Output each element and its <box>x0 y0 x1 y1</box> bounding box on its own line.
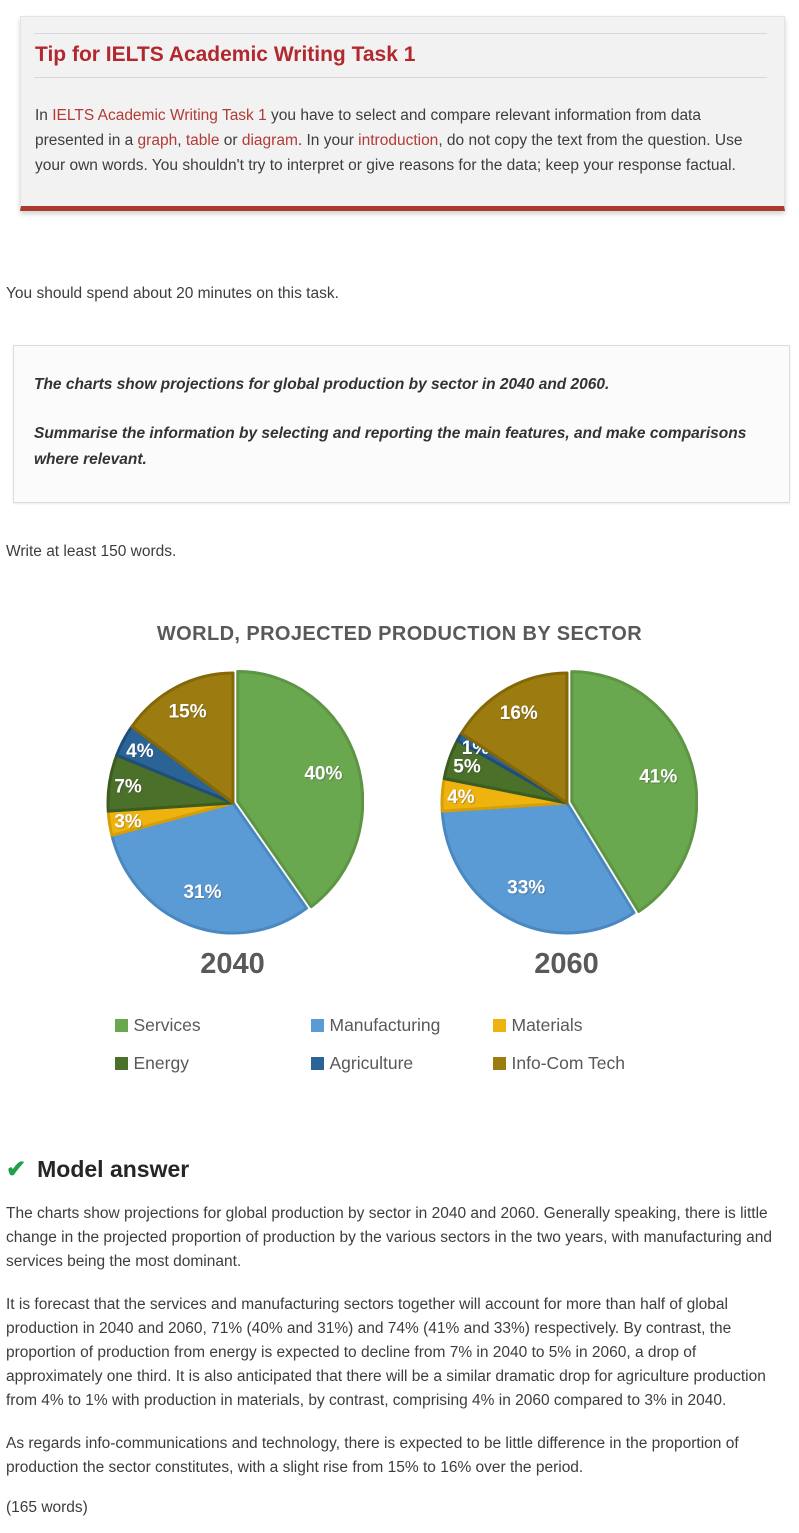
model-answer-heading-text: Model answer <box>37 1156 190 1183</box>
pie-slice-info-com-tech <box>129 671 234 805</box>
pie-slice-manufacturing <box>440 801 635 935</box>
tip-paragraph: In IELTS Academic Writing Task 1 you hav… <box>35 104 765 178</box>
pie-data-label: 16% <box>499 703 537 724</box>
pie-slice-services <box>569 670 698 913</box>
legend-item-info-com-tech: Info-Com Tech <box>492 1053 685 1074</box>
pie-data-label: 15% <box>168 701 206 722</box>
tip-link[interactable]: diagram <box>241 131 298 149</box>
legend-label: Services <box>133 1015 201 1036</box>
pie-year-label-2060: 2060 <box>534 948 599 981</box>
legend-item-agriculture: Agriculture <box>310 1053 493 1074</box>
legend-swatch-icon <box>114 1019 128 1033</box>
legend-label: Info-Com Tech <box>511 1053 625 1074</box>
chart-title: WORLD, PROJECTED PRODUCTION BY SECTOR <box>156 623 643 646</box>
tip-text: you have to select and compare relevant … <box>35 107 701 149</box>
pie-chart-figure: WORLD, PROJECTED PRODUCTION BY SECTOR 40… <box>0 623 799 1074</box>
model-answer-heading: ✔ Model answer <box>6 1156 791 1183</box>
legend-label: Agriculture <box>329 1053 414 1074</box>
model-answer-paragraph: It is forecast that the services and man… <box>6 1296 766 1410</box>
pie-data-label: 40% <box>304 764 342 785</box>
model-answer-section: ✔ Model answer The charts show projectio… <box>6 1156 791 1517</box>
tip-link[interactable]: IELTS Academic Writing Task 1 <box>52 107 267 124</box>
pie-slice-info-com-tech <box>459 671 568 805</box>
legend-swatch-icon <box>492 1057 506 1071</box>
pie-slice-manufacturing <box>109 801 308 935</box>
tip-box-title: Tip for IELTS Academic Writing Task 1 <box>35 43 416 66</box>
chart-legend: Services Manufacturing Materials Energy Agri… <box>0 1015 799 1074</box>
tip-link[interactable]: introduction <box>358 131 439 149</box>
word-count: (165 words) <box>6 1499 88 1517</box>
legend-swatch-icon <box>492 1019 506 1033</box>
pie-data-label: 7% <box>114 777 142 798</box>
time-note: You should spend about 20 minutes on thi… <box>6 285 339 303</box>
legend-item-energy: Energy <box>114 1053 311 1074</box>
tip-text: , <box>177 131 186 149</box>
divider <box>34 77 767 78</box>
tip-link[interactable]: table <box>185 131 220 149</box>
task-prompt-line-2: Summarise the information by selecting a… <box>34 424 747 468</box>
legend-swatch-icon <box>310 1057 324 1071</box>
pie-data-label: 31% <box>183 882 221 903</box>
pie-data-label: 33% <box>507 877 545 898</box>
task-prompt-box: The charts show projections for global p… <box>13 345 790 504</box>
pies-row: 40% 31% 3% 7% 4% 15% 2040 41% 33% 4% 5% 1% 16% 206… <box>0 668 799 981</box>
tip-text: In <box>35 107 53 124</box>
tip-box: Tip for IELTS Academic Writing Task 1 In… <box>20 16 785 212</box>
pie-chart-2060: 41%33%4%5%1%16% <box>440 670 698 935</box>
pie-data-label: 4% <box>447 787 475 808</box>
pie-chart-2040: 40% 31% 3% 7% 4% 15% <box>106 670 364 935</box>
legend-label: Energy <box>133 1053 189 1074</box>
pie-block-2060: 41% 33% 4% 5% 1% 16% 2060 <box>436 668 698 981</box>
legend-item-materials: Materials <box>492 1015 685 1036</box>
model-answer-body: The charts show projections for global p… <box>6 1202 791 1480</box>
legend-swatch-icon <box>114 1057 128 1071</box>
pie-block-2040: 40% 31% 3% 7% 4% 15% 2040 <box>102 668 364 981</box>
model-answer-paragraph: As regards info-communications and techn… <box>6 1435 739 1477</box>
pie-data-label: 41% <box>639 767 677 788</box>
task-prompt-line-1: The charts show projections for global p… <box>34 376 610 394</box>
tip-text: . In your <box>297 131 359 149</box>
pie-slice-services <box>235 670 364 909</box>
check-icon: ✔ <box>6 1155 27 1183</box>
pie-data-label: 4% <box>126 741 154 762</box>
tip-text: , do not copy the text from the question… <box>35 131 743 174</box>
tip-link[interactable]: graph <box>137 131 178 149</box>
pie-data-label: 5% <box>453 757 481 778</box>
legend-label: Manufacturing <box>329 1015 441 1036</box>
pie-data-label: 3% <box>114 811 142 832</box>
model-answer-paragraph: The charts show projections for global p… <box>6 1205 772 1271</box>
legend-item-manufacturing: Manufacturing <box>310 1015 493 1036</box>
legend-swatch-icon <box>310 1019 324 1033</box>
word-note: Write at least 150 words. <box>6 543 177 561</box>
legend-label: Materials <box>511 1015 583 1036</box>
legend-item-services: Services <box>114 1015 311 1036</box>
divider <box>34 33 767 34</box>
pie-year-label-2040: 2040 <box>200 948 265 981</box>
tip-text: or <box>219 131 242 149</box>
